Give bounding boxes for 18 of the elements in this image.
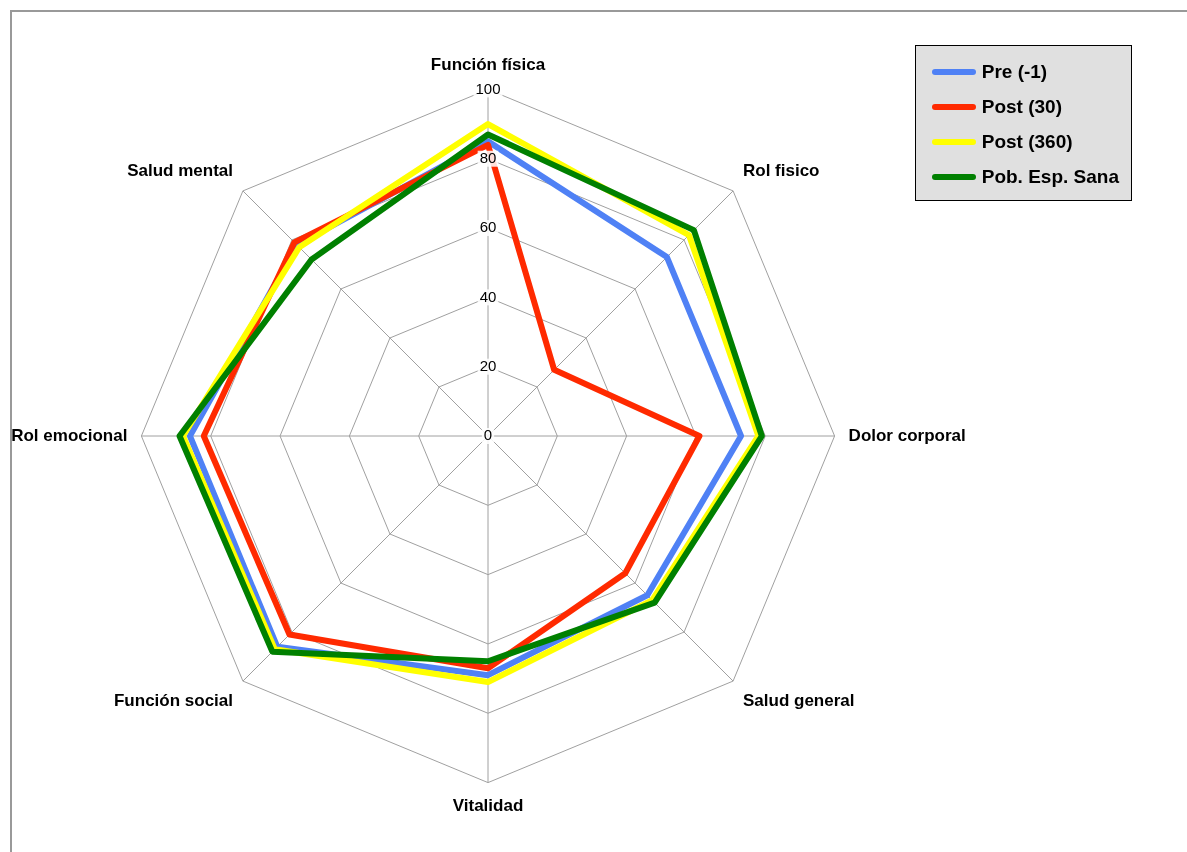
spoke-label: Salud general bbox=[742, 690, 855, 710]
legend-label: Pre (-1) bbox=[981, 60, 1048, 83]
spoke-label: Rol fisico bbox=[742, 160, 820, 180]
legend-label: Post (360) bbox=[981, 130, 1073, 153]
spoke-label: Vitalidad bbox=[452, 796, 524, 816]
y-tick-label: 80 bbox=[479, 148, 497, 166]
y-tick-label: 100 bbox=[475, 79, 501, 97]
legend-label: Pob. Esp. Sana bbox=[981, 165, 1119, 188]
spoke-label: Función física bbox=[430, 54, 546, 74]
spoke-label: Salud mental bbox=[127, 160, 234, 180]
y-tick-label: 40 bbox=[479, 287, 497, 305]
y-tick-label: 0 bbox=[483, 426, 493, 444]
y-tick-label: 20 bbox=[479, 356, 497, 374]
legend-label: Post (30) bbox=[981, 95, 1062, 118]
spoke-label: Función social bbox=[113, 690, 234, 710]
spoke-label: Rol emocional bbox=[11, 425, 128, 445]
spoke-label: Dolor corporal bbox=[848, 425, 966, 445]
y-tick-label: 60 bbox=[479, 218, 497, 236]
